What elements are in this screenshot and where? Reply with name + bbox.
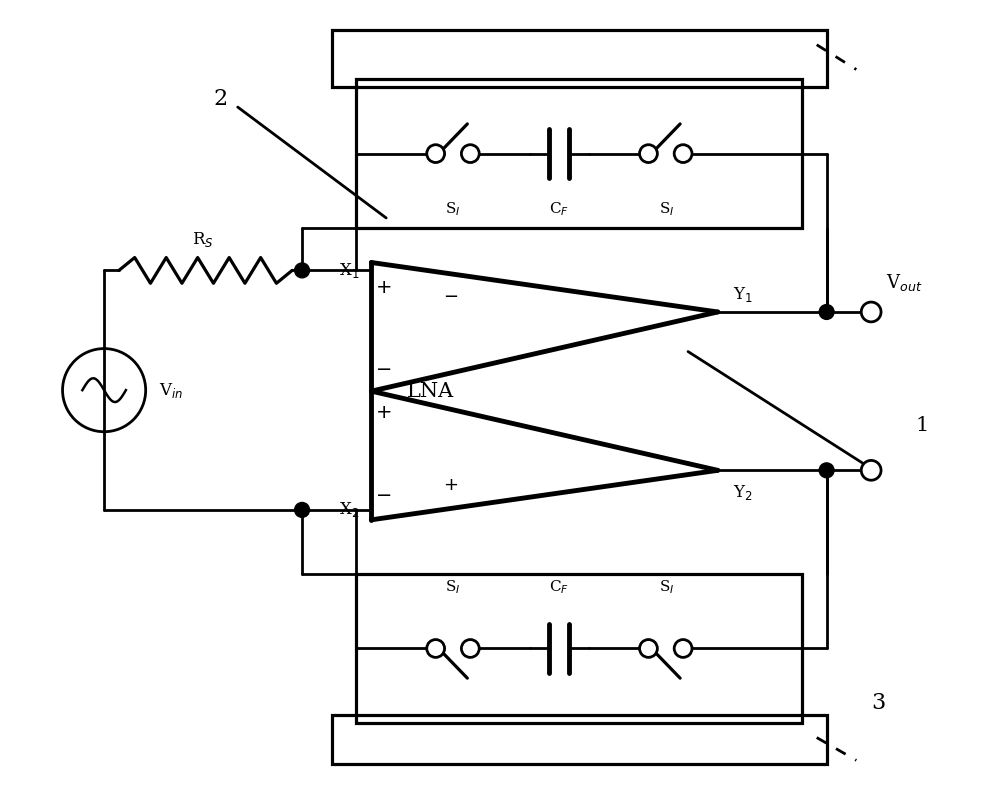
Text: 2: 2 (213, 88, 227, 110)
Text: S$_I$: S$_I$ (659, 578, 674, 596)
Text: 1: 1 (916, 416, 929, 436)
Text: S$_I$: S$_I$ (445, 578, 460, 596)
Circle shape (861, 461, 881, 480)
Circle shape (819, 305, 834, 320)
Bar (356, 574, 802, 723)
Circle shape (295, 263, 309, 278)
Circle shape (674, 144, 692, 162)
Text: X$_2$: X$_2$ (339, 500, 359, 519)
Circle shape (640, 640, 657, 658)
Bar (332, 30, 827, 88)
Text: −: − (376, 486, 392, 504)
Circle shape (640, 144, 657, 162)
Text: +: + (376, 403, 392, 423)
Text: S$_I$: S$_I$ (445, 200, 460, 218)
Text: V$_{out}$: V$_{out}$ (886, 272, 922, 293)
Bar (356, 79, 802, 228)
Text: R$_S$: R$_S$ (192, 230, 214, 249)
Text: Y$_1$: Y$_1$ (733, 285, 752, 303)
Text: S$_I$: S$_I$ (659, 200, 674, 218)
Text: V$_{in}$: V$_{in}$ (159, 380, 183, 400)
Circle shape (295, 503, 309, 517)
Text: −: − (443, 288, 458, 306)
Circle shape (427, 640, 445, 658)
Circle shape (861, 302, 881, 322)
Text: 3: 3 (871, 692, 885, 714)
Text: C$_F$: C$_F$ (549, 578, 569, 596)
Circle shape (674, 640, 692, 658)
Text: +: + (376, 277, 392, 297)
Text: Y$_2$: Y$_2$ (733, 483, 752, 501)
Circle shape (461, 144, 479, 162)
Text: C$_F$: C$_F$ (549, 200, 569, 218)
Circle shape (427, 144, 445, 162)
Text: X$_1$: X$_1$ (339, 261, 359, 280)
Circle shape (461, 640, 479, 658)
Text: LNA: LNA (407, 382, 454, 401)
Circle shape (819, 463, 834, 478)
Bar (332, 714, 827, 764)
Text: −: − (376, 360, 392, 379)
Text: +: + (443, 476, 458, 494)
